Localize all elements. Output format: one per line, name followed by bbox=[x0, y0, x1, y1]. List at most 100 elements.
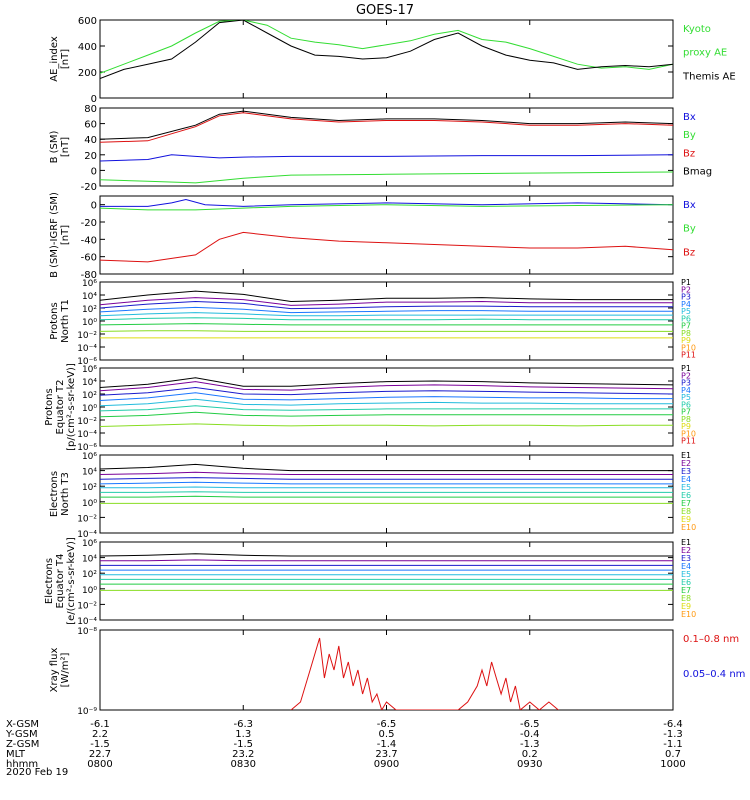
legend-e4: E4 bbox=[681, 562, 691, 571]
y-tick-label: 10⁴ bbox=[82, 292, 97, 302]
x-row-label: X-GSM bbox=[6, 719, 39, 730]
legend-p9: P9 bbox=[681, 336, 691, 345]
legend-e9: E9 bbox=[681, 515, 691, 524]
x-cell: 0.7 bbox=[665, 749, 681, 760]
series-peq-1 bbox=[100, 381, 673, 392]
legend-e9: E9 bbox=[681, 602, 691, 611]
legend-item: Themis AE bbox=[682, 71, 736, 82]
y-tick-label: 10⁰ bbox=[82, 499, 97, 509]
series-ae-1 bbox=[100, 20, 673, 79]
y-tick-label: -40 bbox=[81, 235, 97, 246]
y-tick-label: 60 bbox=[84, 120, 97, 131]
legend-e3: E3 bbox=[681, 467, 691, 476]
legend-item: By bbox=[683, 130, 696, 141]
panel-pnorth: 10⁻⁶ 10⁻⁴ 10⁻² 10⁰ 10² 10⁴ 10⁶ ProtonsNorth T1 P… bbox=[49, 278, 696, 367]
series-pnorth-5 bbox=[100, 317, 673, 321]
y-tick-label: 10⁻² bbox=[77, 601, 97, 611]
y-axis-label: AE_index[nT] bbox=[49, 36, 71, 82]
legend-p8: P8 bbox=[681, 329, 691, 338]
legend-item: By bbox=[683, 224, 696, 235]
legend-e4: E4 bbox=[681, 475, 691, 484]
y-tick-label: 10⁻² bbox=[77, 514, 97, 524]
legend-p3: P3 bbox=[681, 293, 691, 302]
series-bsm-3 bbox=[100, 171, 673, 184]
y-tick-label: 200 bbox=[78, 68, 97, 79]
series-peq-7 bbox=[100, 423, 673, 427]
x-cell: 2.2 bbox=[92, 729, 108, 740]
x-cell: 0800 bbox=[87, 759, 112, 770]
y-axis-label: Xray flux[W/m²] bbox=[49, 648, 71, 693]
y-tick-label: 10⁰ bbox=[82, 318, 97, 328]
y-tick-label: 10⁻⁶ bbox=[77, 443, 97, 453]
y-tick-label: 10² bbox=[82, 305, 97, 315]
legend-p10: P10 bbox=[681, 343, 696, 352]
x-cell: 0930 bbox=[517, 759, 542, 770]
series-pnorth-6 bbox=[100, 323, 673, 326]
series-enorth-0 bbox=[100, 463, 673, 472]
legend-e2: E2 bbox=[681, 459, 691, 468]
legend-p7: P7 bbox=[681, 408, 691, 417]
series-enorth-2 bbox=[100, 477, 673, 480]
legend-p4: P4 bbox=[681, 300, 691, 309]
legend-p6: P6 bbox=[681, 314, 691, 323]
panel-bdiff: -80 -60 -40 -20 0 B (SM)-IGRF (SM)[nT] Bx By Bz bbox=[49, 192, 696, 281]
series-pnorth-0 bbox=[100, 290, 673, 303]
series-enorth-6 bbox=[100, 495, 673, 498]
y-tick-label: -20 bbox=[81, 218, 97, 229]
series-bsm-0 bbox=[100, 110, 673, 140]
y-tick-label: 10⁴ bbox=[82, 555, 97, 565]
plot-title: GOES-17 bbox=[356, 3, 414, 18]
legend-item: Bz bbox=[683, 148, 695, 159]
y-tick-label: 80 bbox=[84, 104, 97, 115]
y-tick-label: 600 bbox=[78, 16, 97, 27]
x-cell: 23.7 bbox=[375, 749, 397, 760]
x-cell: 0.5 bbox=[379, 729, 395, 740]
panel-frame bbox=[99, 454, 674, 534]
series-enorth-5 bbox=[100, 491, 673, 493]
y-tick-label: -80 bbox=[81, 270, 97, 281]
legend-e1: E1 bbox=[681, 451, 691, 460]
series-peq-3 bbox=[100, 392, 673, 401]
series-bdiff-0 bbox=[100, 231, 673, 263]
series-pnorth-3 bbox=[100, 306, 673, 314]
x-cell: -1.5 bbox=[233, 739, 253, 750]
legend-e10: E10 bbox=[681, 610, 696, 619]
legend-p3: P3 bbox=[681, 379, 691, 388]
x-row-label: MLT bbox=[6, 749, 26, 760]
series-bsm-1 bbox=[100, 112, 673, 143]
y-axis-label: ProtonsEquator T2[p/(cm²-s-sr-keV)] bbox=[44, 363, 77, 451]
x-cell: 22.7 bbox=[89, 749, 111, 760]
legend-p2: P2 bbox=[681, 371, 691, 380]
legend-item: Bx bbox=[683, 200, 696, 211]
panel-frame bbox=[99, 19, 674, 99]
panel-frame bbox=[99, 367, 674, 447]
x-cell: -6.5 bbox=[520, 719, 540, 730]
y-tick-label: 10² bbox=[82, 570, 97, 580]
y-tick-label: 10⁻⁴ bbox=[77, 530, 97, 540]
y-axis-label: B (SM)-IGRF (SM)[nT] bbox=[49, 192, 71, 278]
legend-item: Bmag bbox=[683, 166, 712, 177]
legend-e6: E6 bbox=[681, 578, 691, 587]
legend-item: 0.05–0.4 nm bbox=[683, 669, 745, 680]
legend-e7: E7 bbox=[681, 499, 691, 508]
y-tick-label: 10⁴ bbox=[82, 468, 97, 478]
x-cell: 0830 bbox=[231, 759, 256, 770]
series-ae-0 bbox=[100, 20, 673, 74]
series-peq-4 bbox=[100, 398, 673, 407]
legend-e5: E5 bbox=[681, 483, 691, 492]
series-enorth-4 bbox=[100, 486, 673, 489]
legend-p8: P8 bbox=[681, 415, 691, 424]
legend-item: proxy AE bbox=[683, 48, 727, 59]
legend-e2: E2 bbox=[681, 546, 691, 555]
y-tick-label: 10⁶ bbox=[82, 365, 97, 375]
series-bdiff-1 bbox=[100, 198, 673, 207]
x-row-label: hhmm bbox=[6, 759, 38, 770]
x-cell: -1.5 bbox=[90, 739, 110, 750]
x-row-label: Y-GSM bbox=[5, 729, 38, 740]
legend-p11: P11 bbox=[681, 437, 696, 446]
y-tick-label: 10⁻⁹ bbox=[77, 707, 97, 717]
y-tick-label: 0 bbox=[91, 94, 97, 105]
legend-p7: P7 bbox=[681, 322, 691, 331]
